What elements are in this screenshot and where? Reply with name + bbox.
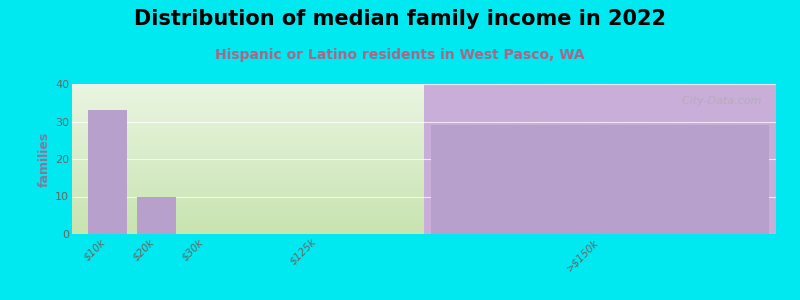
Bar [72,84,424,234]
Text: City-Data.com: City-Data.com [675,96,762,106]
Bar [137,196,176,234]
Y-axis label: families: families [38,131,51,187]
Text: Distribution of median family income in 2022: Distribution of median family income in … [134,9,666,29]
Bar [424,84,776,234]
Bar [431,125,769,234]
Bar [88,110,126,234]
Text: Hispanic or Latino residents in West Pasco, WA: Hispanic or Latino residents in West Pas… [215,48,585,62]
